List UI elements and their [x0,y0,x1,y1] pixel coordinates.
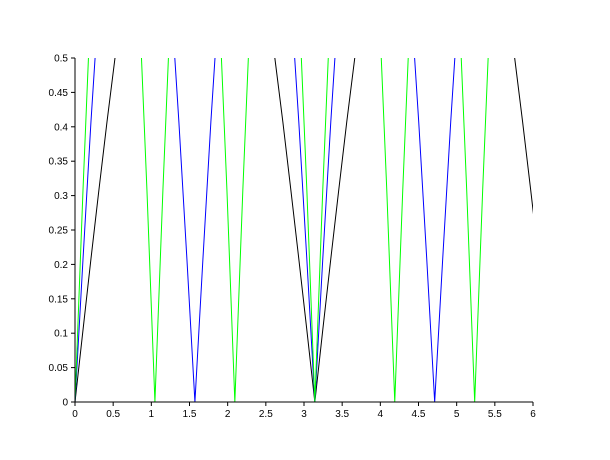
y-tick-label: 0.1 [54,329,68,340]
y-tick-label: 0.5 [54,54,68,65]
x-tick-label: 1 [149,409,155,420]
series-line-2 [75,58,489,402]
x-tick-label: 5.5 [488,409,502,420]
x-tick-label: 4.5 [412,409,426,420]
x-tick-label: 3 [301,409,307,420]
y-tick-label: 0.45 [49,88,69,99]
y-tick-label: 0 [62,398,68,409]
x-tick-label: 6 [530,409,536,420]
axes-layer: 0 0.5 1 1.5 2 2.5 3 3.5 4 4.5 5 5.5 6 0 0.05 0.1 0.15 0.2… [49,54,537,421]
y-tick-label: 0.4 [54,122,68,133]
x-tick-label: 0.5 [106,409,120,420]
y-tick-label: 0.25 [49,226,69,237]
y-tick-label: 0.3 [54,191,68,202]
x-tick-label: 1.5 [183,409,197,420]
y-tick-label: 0.15 [49,294,69,305]
x-tick-label: 2.5 [259,409,273,420]
y-tick-label: 0.35 [49,157,69,168]
x-tick-label: 4 [378,409,384,420]
y-tick-label: 0.2 [54,260,68,271]
x-tick-label: 0 [72,409,78,420]
x-tick-label: 2 [225,409,231,420]
series-layer [75,58,533,402]
x-tick-label: 3.5 [335,409,349,420]
x-tick-label: 5 [454,409,460,420]
y-tick-label: 0.05 [49,363,69,374]
